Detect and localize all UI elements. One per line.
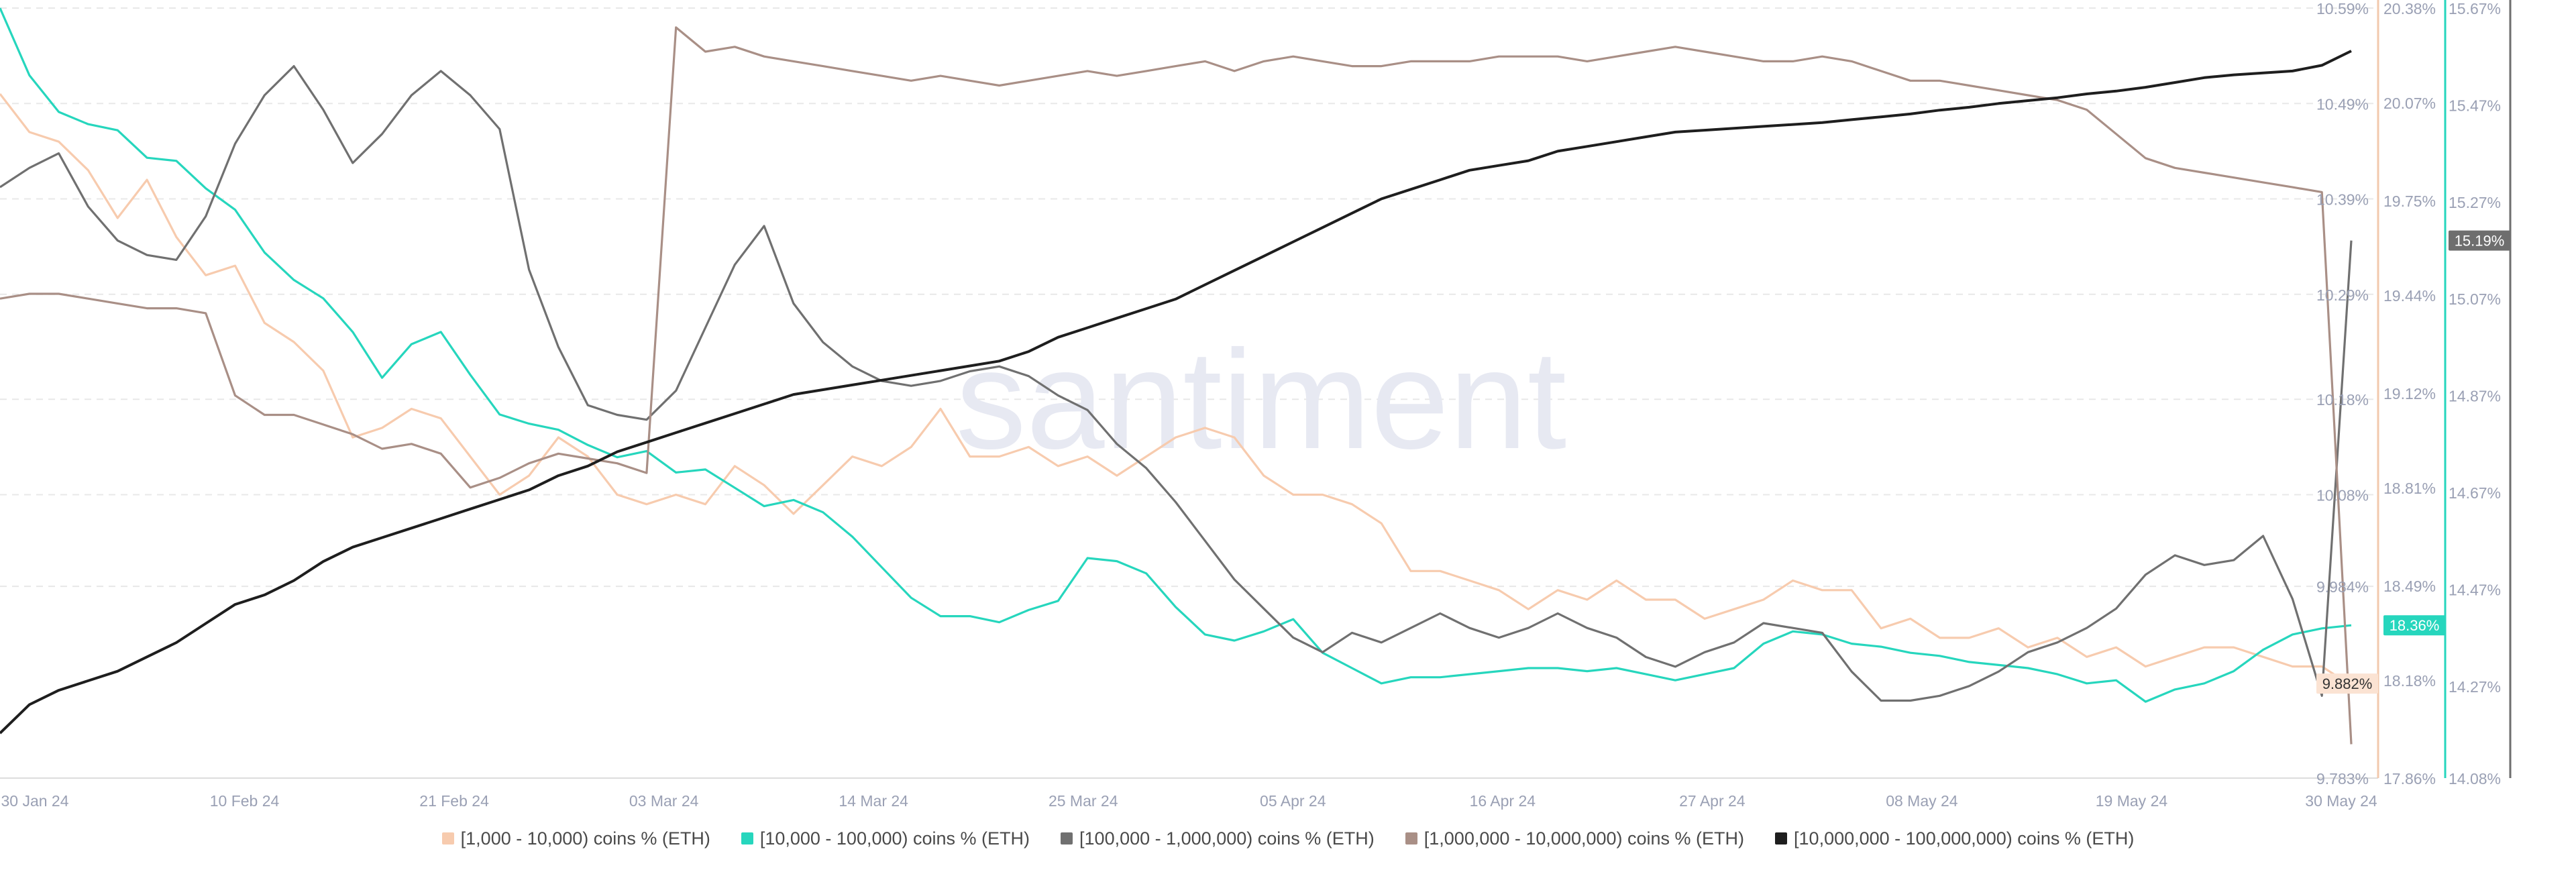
series-line-4 xyxy=(0,26,2353,745)
y-tick-label: 14.47% xyxy=(2449,581,2501,598)
y-tick-label: 14.67% xyxy=(2449,484,2501,502)
value-badge-text: 9.882% xyxy=(2322,675,2373,692)
x-tick-label: 08 May 24 xyxy=(1886,792,1958,810)
series-lines xyxy=(0,7,2353,745)
legend: [1,000 - 10,000) coins % (ETH) [10,000 - … xyxy=(0,821,2576,856)
legend-swatch xyxy=(441,832,454,844)
x-tick-label: 25 Mar 24 xyxy=(1049,792,1118,810)
y-tick-label: 10.49% xyxy=(2316,95,2369,113)
value-badge: 9.882% xyxy=(2316,673,2378,694)
x-tick-label: 30 May 24 xyxy=(2305,792,2377,810)
legend-label: [100,000 - 1,000,000) coins % (ETH) xyxy=(1079,828,1375,849)
legend-label: [1,000,000 - 10,000,000) coins % (ETH) xyxy=(1424,828,1745,849)
legend-label: [1,000 - 10,000) coins % (ETH) xyxy=(460,828,710,849)
y-tick-label: 18.81% xyxy=(2383,480,2436,497)
y-tick-label: 20.38% xyxy=(2383,0,2436,17)
legend-item[interactable]: [10,000,000 - 100,000,000) coins % (ETH) xyxy=(1775,828,2134,849)
legend-swatch xyxy=(1405,832,1417,844)
x-tick-label: 14 Mar 24 xyxy=(839,792,908,810)
y-tick-label: 19.12% xyxy=(2383,385,2436,402)
legend-item[interactable]: [1,000,000 - 10,000,000) coins % (ETH) xyxy=(1405,828,1744,849)
y-tick-label: 10.08% xyxy=(2316,487,2369,504)
axes: 10.59% 10.49% 10.39% 10.29% 10.18% 10.08% 9.98… xyxy=(2316,0,2512,787)
legend-swatch xyxy=(1061,832,1073,844)
y-tick-label: 10.59% xyxy=(2316,0,2369,17)
y-tick-label: 19.75% xyxy=(2383,193,2436,210)
y-tick-label: 9.783% xyxy=(2316,770,2369,787)
x-tick-label: 19 May 24 xyxy=(2096,792,2168,810)
y-tick-label: 20.07% xyxy=(2383,95,2436,112)
line-chart: santiment 10.59% 10.49% 10.39% 10.29% 10.18%… xyxy=(0,0,2512,810)
x-axis: 30 Jan 24 10 Feb 24 21 Feb 24 03 Mar 24 14 M… xyxy=(1,792,2377,810)
series-line-3 xyxy=(0,64,2353,702)
x-tick-label: 10 Feb 24 xyxy=(210,792,280,810)
x-tick-label: 03 Mar 24 xyxy=(629,792,699,810)
x-tick-label: 21 Feb 24 xyxy=(419,792,489,810)
grid xyxy=(0,7,2378,779)
y-tick-label: 14.08% xyxy=(2449,770,2501,787)
y-tick-label: 18.18% xyxy=(2383,672,2436,690)
x-tick-label: 05 Apr 24 xyxy=(1260,792,1326,810)
value-badge-text: 18.36% xyxy=(2390,617,2440,634)
y-tick-label: 17.86% xyxy=(2383,770,2436,787)
legend-item[interactable]: [10,000 - 100,000) coins % (ETH) xyxy=(741,828,1030,849)
y-tick-label: 15.47% xyxy=(2449,97,2501,114)
y-tick-label: 10.29% xyxy=(2316,286,2369,304)
y-tick-label: 14.27% xyxy=(2449,678,2501,696)
legend-label: [10,000 - 100,000) coins % (ETH) xyxy=(759,828,1030,849)
y-tick-label: 10.18% xyxy=(2316,391,2369,408)
x-tick-label: 27 Apr 24 xyxy=(1679,792,1746,810)
y-tick-label: 18.49% xyxy=(2383,578,2436,595)
value-badge: 15.19% xyxy=(2449,230,2510,251)
series-line-1 xyxy=(0,93,2352,687)
y-tick-label: 9.984% xyxy=(2316,578,2369,596)
value-badge: 18.36% xyxy=(2383,615,2445,636)
legend-item[interactable]: [1,000 - 10,000) coins % (ETH) xyxy=(441,828,710,849)
y-tick-label: 15.07% xyxy=(2449,290,2501,308)
legend-item[interactable]: [100,000 - 1,000,000) coins % (ETH) xyxy=(1061,828,1375,849)
legend-label: [10,000,000 - 100,000,000) coins % (ETH) xyxy=(1794,828,2135,849)
watermark: santiment xyxy=(956,321,1566,478)
series-line-2 xyxy=(0,7,2352,703)
y-tick-label: 15.67% xyxy=(2449,0,2501,17)
y-tick-label: 10.39% xyxy=(2316,191,2369,209)
value-badge-text: 15.19% xyxy=(2455,233,2505,250)
y-tick-label: 19.44% xyxy=(2383,287,2436,305)
x-tick-label: 16 Apr 24 xyxy=(1470,792,1536,810)
series-line-5 xyxy=(0,50,2352,734)
legend-swatch xyxy=(741,832,753,844)
y-tick-label: 15.27% xyxy=(2449,194,2501,211)
legend-swatch xyxy=(1775,832,1788,844)
y-tick-label: 14.87% xyxy=(2449,388,2501,405)
x-tick-label: 30 Jan 24 xyxy=(1,792,68,810)
value-badges: 9.882% 18.36% 15.19% xyxy=(2316,230,2510,694)
